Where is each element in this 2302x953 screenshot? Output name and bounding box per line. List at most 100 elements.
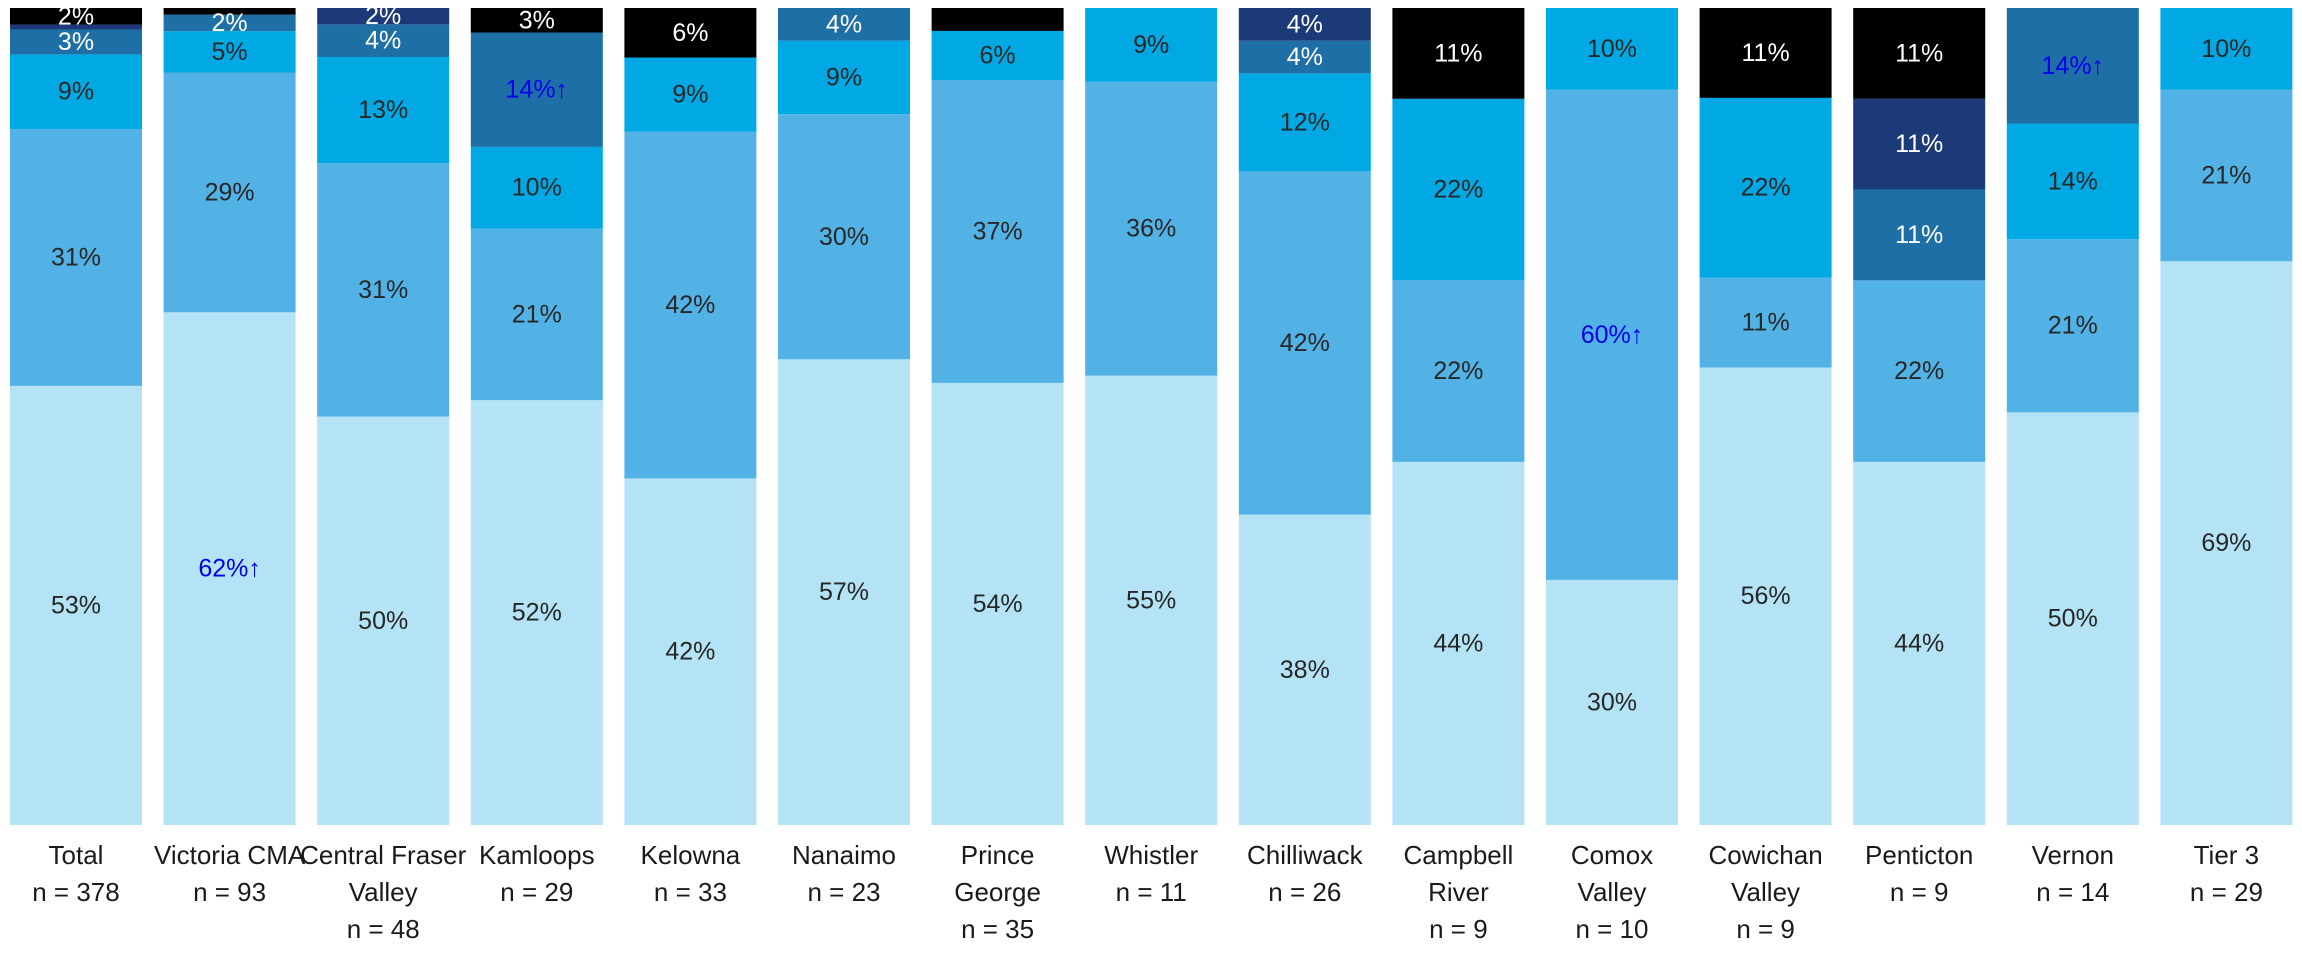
data-label-kelowna-s3: 9% — [672, 81, 708, 109]
bar-segment-prince-george-s2 — [931, 80, 1064, 383]
category-label-comox-valley: Comox Valley — [1571, 840, 1653, 907]
data-label-campbell-river-s6: 11% — [1434, 39, 1482, 67]
data-label-kamloops-s4: 14%↑ — [506, 76, 569, 104]
category-label-campbell-river: Campbell River — [1403, 840, 1513, 907]
bar-segment-cowichan-valley-s3 — [1699, 97, 1832, 278]
data-label-central-fraser-valley-s4: 4% — [365, 27, 401, 55]
data-label-kelowna-s1: 42% — [665, 638, 715, 666]
category-label-chilliwack: Chilliwack — [1247, 840, 1364, 870]
category-n-central-fraser-valley: n = 48 — [347, 914, 420, 944]
category-n-total: n = 378 — [32, 877, 119, 907]
bar-segment-whistler-s1 — [1085, 375, 1218, 825]
bar-segment-total-s3 — [10, 54, 142, 129]
category-n-victoria-cma: n = 93 — [193, 877, 266, 907]
data-label-penticton-s2: 22% — [1894, 357, 1944, 385]
data-label-kamloops-s2: 21% — [512, 300, 562, 328]
bar-segment-chilliwack-s4 — [1238, 40, 1371, 74]
bar-segment-kelowna-s6 — [624, 8, 757, 58]
data-label-chilliwack-s4: 4% — [1287, 43, 1323, 71]
bar-segment-prince-george-s3 — [931, 30, 1064, 81]
category-label-prince-george: Prince George — [954, 840, 1041, 907]
bar-segment-victoria-cma-s1 — [163, 312, 296, 825]
bar-segment-comox-valley-s1 — [1546, 579, 1678, 825]
data-label-whistler-s3: 9% — [1133, 31, 1169, 59]
data-label-whistler-s1: 55% — [1126, 586, 1176, 614]
category-n-cowichan-valley: n = 9 — [1736, 914, 1795, 944]
data-label-cowichan-valley-s1: 56% — [1741, 582, 1791, 610]
data-label-vernon-s1: 50% — [2048, 605, 2098, 633]
bar-segment-whistler-s2 — [1085, 81, 1218, 376]
bar-segment-chilliwack-s2 — [1238, 171, 1371, 515]
bar-segment-central-fraser-valley-s4 — [317, 24, 450, 58]
data-label-vernon-s4: 14%↑ — [2042, 52, 2105, 80]
bar-segment-cowichan-valley-s6 — [1699, 8, 1832, 98]
bar-segment-campbell-river-s1 — [1392, 461, 1525, 825]
category-n-nanaimo: n = 23 — [807, 877, 880, 907]
bar-segment-victoria-cma-s4 — [163, 14, 296, 32]
bar-segment-chilliwack-s5 — [1238, 8, 1371, 41]
data-label-total-s6: 2% — [58, 2, 94, 30]
category-label-kamloops: Kamloops — [479, 840, 595, 870]
data-label-prince-george-s3: 6% — [980, 41, 1016, 69]
bars-layer — [10, 8, 2293, 825]
category-n-whistler: n = 11 — [1116, 877, 1187, 907]
data-label-central-fraser-valley-s5: 2% — [365, 2, 401, 30]
category-n-kamloops: n = 29 — [500, 877, 573, 907]
data-label-prince-george-s2: 37% — [973, 217, 1023, 245]
bar-segment-tier-3-s2 — [2160, 89, 2293, 262]
category-n-campbell-river: n = 9 — [1429, 914, 1488, 944]
bar-segment-total-s4 — [10, 29, 142, 55]
data-label-tier-3-s3: 10% — [2201, 35, 2251, 63]
bar-segment-central-fraser-valley-s1 — [317, 416, 450, 825]
data-label-victoria-cma-s4: 2% — [212, 9, 248, 37]
data-label-campbell-river-s3: 22% — [1433, 176, 1483, 204]
data-label-total-s3: 9% — [58, 78, 94, 106]
bar-segment-central-fraser-valley-s3 — [317, 57, 450, 164]
bar-segment-vernon-s4 — [2006, 8, 2139, 124]
bar-segment-penticton-s4 — [1853, 189, 1986, 281]
data-label-prince-george-s1: 54% — [973, 590, 1023, 618]
bar-segment-vernon-s1 — [2006, 412, 2139, 825]
category-label-nanaimo: Nanaimo — [792, 840, 896, 870]
category-label-total: Total — [49, 840, 104, 870]
data-label-chilliwack-s1: 38% — [1280, 656, 1330, 684]
data-label-campbell-river-s1: 44% — [1433, 629, 1483, 657]
bar-segment-prince-george-s1 — [931, 382, 1064, 825]
data-label-comox-valley-s1: 30% — [1587, 688, 1637, 716]
category-n-kelowna: n = 33 — [654, 877, 727, 907]
bar-segment-nanaimo-s2 — [778, 114, 910, 360]
bar-segment-nanaimo-s1 — [778, 359, 910, 825]
data-label-victoria-cma-s1: 62%↑ — [198, 555, 261, 583]
bar-segment-central-fraser-valley-s5 — [317, 8, 450, 25]
bar-segment-cowichan-valley-s2 — [1699, 277, 1832, 368]
data-label-cowichan-valley-s3: 22% — [1741, 174, 1791, 202]
bar-segment-penticton-s1 — [1853, 461, 1986, 825]
data-label-nanaimo-s4: 4% — [826, 10, 862, 38]
data-label-central-fraser-valley-s2: 31% — [358, 276, 408, 304]
category-label-whistler: Whistler — [1104, 840, 1198, 870]
data-label-central-fraser-valley-s3: 13% — [358, 96, 408, 124]
bar-segment-total-s6 — [10, 8, 142, 25]
category-label-kelowna: Kelowna — [641, 840, 741, 870]
bar-segment-kamloops-s3 — [470, 146, 603, 229]
data-label-central-fraser-valley-s1: 50% — [358, 607, 408, 635]
data-label-total-s4: 3% — [58, 28, 94, 56]
bar-segment-cowichan-valley-s1 — [1699, 367, 1832, 825]
data-label-kamloops-s1: 52% — [512, 599, 562, 627]
bar-segment-kamloops-s6 — [470, 8, 603, 33]
bar-segment-nanaimo-s3 — [778, 40, 910, 115]
category-label-victoria-cma: Victoria CMA — [154, 840, 306, 870]
bar-segment-kelowna-s2 — [624, 131, 757, 479]
category-n-chilliwack: n = 26 — [1268, 877, 1341, 907]
bar-segment-tier-3-s1 — [2160, 261, 2293, 825]
data-label-cowichan-valley-s2: 11% — [1742, 309, 1790, 337]
category-label-penticton: Penticton — [1865, 840, 1973, 870]
bar-segment-vernon-s3 — [2006, 123, 2139, 240]
bar-segment-chilliwack-s1 — [1238, 514, 1371, 825]
data-label-campbell-river-s2: 22% — [1433, 357, 1483, 385]
category-n-comox-valley: n = 10 — [1575, 914, 1648, 944]
data-label-total-s2: 31% — [51, 243, 101, 271]
category-n-tier-3: n = 29 — [2190, 877, 2263, 907]
